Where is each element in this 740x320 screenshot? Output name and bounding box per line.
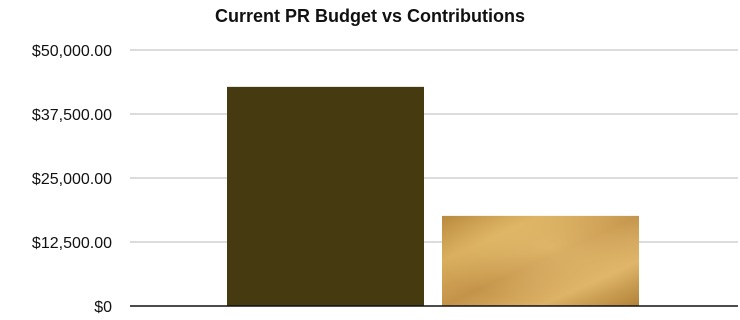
y-tick-label: $12,500.00 bbox=[32, 235, 112, 252]
gridlines bbox=[130, 49, 738, 243]
bars bbox=[227, 86, 639, 306]
y-axis-ticks: $0 $12,500.00 $25,000.00 $37,500.00 $50,000.… bbox=[32, 43, 112, 316]
y-tick-label: $25,000.00 bbox=[32, 171, 112, 188]
bar-2-texture bbox=[442, 215, 639, 306]
y-tick-label: $37,500.00 bbox=[32, 107, 112, 124]
chart-title: Current PR Budget vs Contributions bbox=[215, 6, 525, 26]
bar-1 bbox=[227, 86, 424, 306]
y-tick-label: $0 bbox=[94, 299, 112, 316]
y-tick-label: $50,000.00 bbox=[32, 43, 112, 60]
